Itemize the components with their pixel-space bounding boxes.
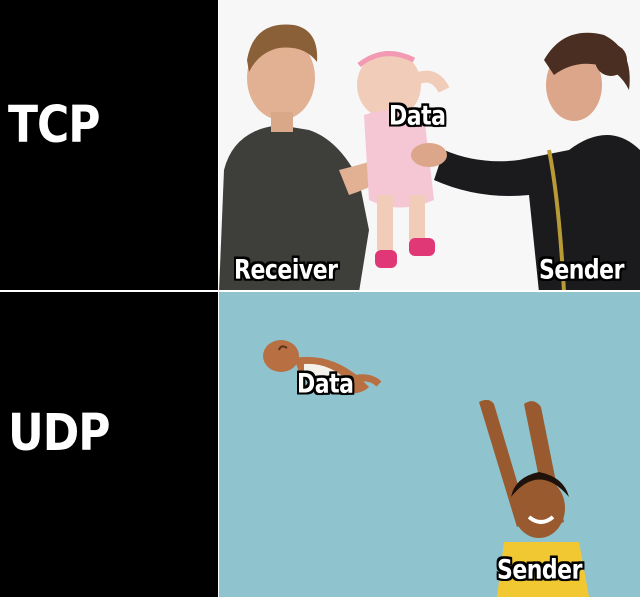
udp-label-panel: UDP (0, 292, 218, 597)
tcp-row: TCP (0, 0, 640, 292)
udp-toss-illustration (219, 292, 640, 597)
tcp-data-caption: Data (389, 101, 446, 132)
udp-label: UDP (8, 404, 110, 463)
sender-figure (411, 32, 640, 292)
udp-row: UDP (0, 292, 640, 597)
tcp-receiver-caption: Receiver (234, 255, 338, 286)
baby-figure (357, 51, 450, 268)
tossing-woman-figure (479, 399, 589, 597)
udp-sender-caption: Sender (497, 555, 582, 586)
udp-cartoon: Data Sender (219, 292, 640, 597)
tcp-photo: Data Receiver Sender (219, 0, 640, 292)
tcp-label: TCP (8, 96, 101, 155)
tcp-label-panel: TCP (0, 0, 218, 292)
flying-baby-figure (263, 340, 382, 394)
tcp-sender-caption: Sender (539, 255, 624, 286)
row-divider (0, 290, 640, 293)
udp-data-caption: Data (297, 369, 354, 400)
tcp-handoff-illustration (219, 0, 640, 292)
